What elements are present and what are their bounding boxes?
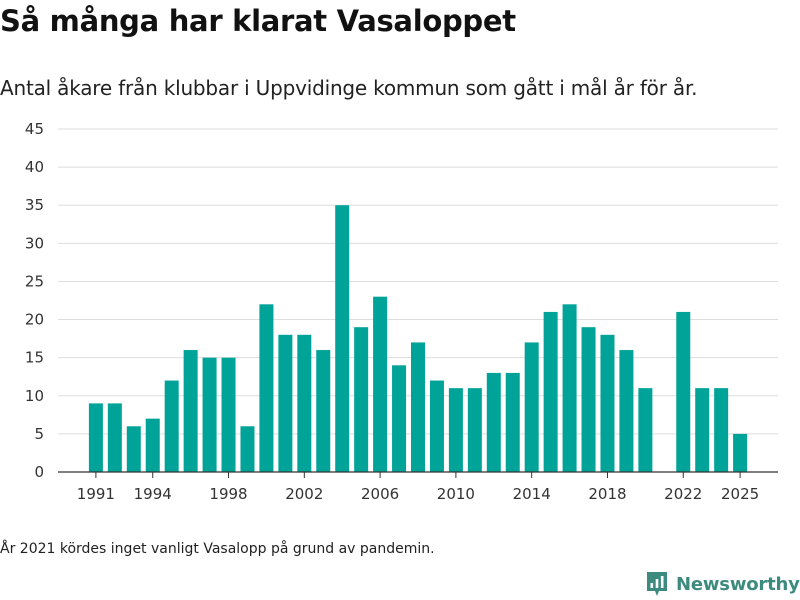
brand-logo[interactable]: Newsworthy — [645, 568, 800, 600]
y-tick-label: 20 — [25, 311, 44, 329]
bar-2017 — [581, 327, 596, 472]
bar-2024 — [714, 388, 729, 472]
x-tick-label: 2006 — [361, 485, 399, 503]
bar-2025 — [733, 433, 748, 472]
bar-2018 — [600, 334, 615, 472]
bar-2009 — [429, 380, 444, 472]
y-tick-label: 15 — [25, 349, 44, 367]
x-tick-label: 2002 — [285, 485, 323, 503]
bar-1999 — [240, 426, 255, 472]
bar-1997 — [202, 357, 217, 472]
bar-1996 — [183, 350, 198, 472]
x-tick-label: 2022 — [664, 485, 702, 503]
chart-subtitle: Antal åkare från klubbar i Uppvidinge ko… — [0, 76, 698, 100]
bar-2020 — [638, 388, 653, 472]
x-axis — [58, 471, 778, 478]
x-tick-labels: 1991 1994 1998 2002 2006 2010 2014 2018 2022 2025 — [77, 485, 759, 503]
bar-2003 — [316, 350, 331, 472]
bar-2015 — [543, 311, 558, 472]
bar-2005 — [354, 327, 369, 472]
y-tick-label: 40 — [25, 158, 44, 176]
y-tick-label: 35 — [25, 196, 44, 214]
bar-2000 — [259, 304, 274, 472]
x-tick-label: 2010 — [437, 485, 475, 503]
y-tick-label: 10 — [25, 387, 44, 405]
footnote: År 2021 kördes inget vanligt Vasalopp på… — [0, 541, 435, 557]
bar-2012 — [486, 372, 501, 472]
bar-2013 — [505, 372, 520, 472]
x-tick-label: 1998 — [209, 485, 247, 503]
bar-2010 — [448, 388, 463, 472]
x-tick-label: 2018 — [588, 485, 626, 503]
x-tick-label: 2025 — [721, 485, 759, 503]
y-tick-label: 25 — [25, 272, 44, 290]
y-tick-label: 30 — [25, 234, 44, 252]
bar-1998 — [221, 357, 236, 472]
bar-2011 — [467, 388, 482, 472]
y-tick-label: 5 — [34, 425, 44, 443]
bar-1992 — [107, 403, 122, 472]
bar-2002 — [297, 334, 312, 472]
bar-2007 — [392, 365, 407, 472]
bars — [88, 205, 748, 472]
bar-1993 — [126, 426, 141, 472]
x-tick-label: 2014 — [513, 485, 551, 503]
bar-2001 — [278, 334, 293, 472]
newsworthy-logo-icon — [647, 572, 667, 596]
bar-2006 — [373, 296, 388, 472]
bar-1994 — [145, 418, 160, 472]
bar-2008 — [411, 342, 425, 472]
bar-2016 — [562, 304, 577, 472]
x-tick-label: 1994 — [134, 485, 172, 503]
bar-2019 — [619, 350, 634, 472]
bar-2004 — [335, 205, 350, 472]
bar-2023 — [695, 388, 710, 472]
y-tick-label: 0 — [34, 463, 44, 481]
bar-2022 — [676, 311, 691, 472]
chart-title: Så många har klarat Vasaloppet — [0, 4, 516, 38]
brand-name: Newsworthy — [676, 573, 800, 595]
x-tick-label: 1991 — [77, 485, 115, 503]
bar-1991 — [88, 403, 103, 472]
bar-2014 — [524, 342, 539, 472]
y-tick-label: 45 — [25, 120, 44, 138]
y-tick-labels: 0 5 10 15 20 25 30 35 40 45 — [25, 120, 44, 481]
bar-1995 — [164, 380, 179, 472]
